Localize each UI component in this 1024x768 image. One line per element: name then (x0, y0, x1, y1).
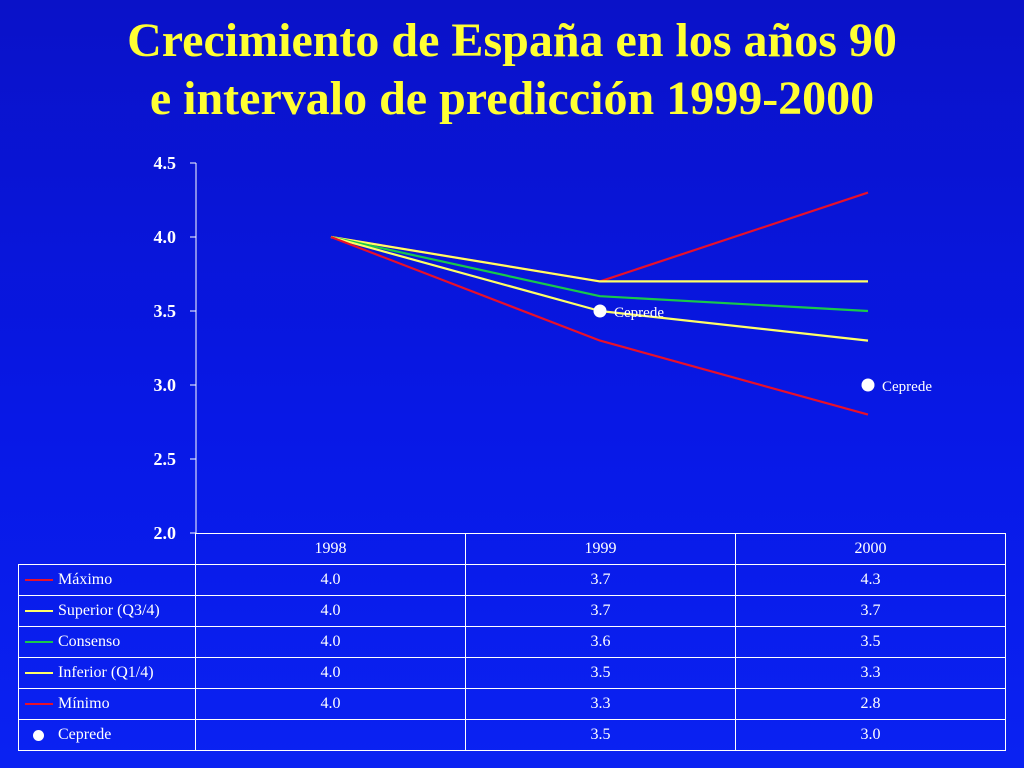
table-cell: 4.0 (195, 595, 466, 627)
column-header: 2000 (735, 533, 1006, 565)
column-header: 1998 (195, 533, 466, 565)
ceprede-point-label: Ceprede (614, 305, 664, 321)
table-cell: 3.7 (735, 595, 1006, 627)
column-header: 1999 (465, 533, 736, 565)
y-tick-label: 2.5 (154, 449, 177, 469)
table-cell: 3.7 (465, 564, 736, 596)
series-line-4 (330, 235, 869, 416)
row-label: Ceprede (18, 719, 196, 751)
table-cell: 3.3 (735, 657, 1006, 689)
data-table: 1998 1999 2000 Máximo 4.0 3.7 4.3 Superior (… (18, 533, 1006, 751)
line-chart: 2.0 2.5 3.0 3.5 4.0 4.5 Ceprede Ceprede (154, 153, 932, 543)
table-cell: 3.5 (735, 626, 1006, 658)
chart-title: Crecimiento de España en los años 90 e i… (0, 12, 1024, 128)
series-line-3 (330, 235, 869, 342)
legend-line-icon (25, 641, 53, 644)
table-row: Máximo 4.0 3.7 4.3 (18, 564, 1006, 596)
y-tick-label: 4.5 (154, 153, 177, 173)
table-row: Mínimo 4.0 3.3 2.8 (18, 688, 1006, 720)
legend-line-icon (25, 703, 53, 706)
ceprede-point (861, 378, 875, 392)
row-label-text: Mínimo (58, 695, 110, 712)
table-row: Superior (Q3/4) 4.0 3.7 3.7 (18, 595, 1006, 627)
table-cell: 3.7 (465, 595, 736, 627)
table-row: Consenso 4.0 3.6 3.5 (18, 626, 1006, 658)
row-label-text: Máximo (58, 571, 113, 588)
table-cell: 3.6 (465, 626, 736, 658)
chart-title-line-2: e intervalo de predicción 1999-2000 (149, 72, 875, 125)
legend-line-icon (25, 672, 53, 675)
table-cell: 4.0 (195, 688, 466, 720)
table-cell: 4.3 (735, 564, 1006, 596)
table-cell (195, 719, 466, 751)
row-label: Superior (Q3/4) (18, 595, 196, 627)
y-tick-label: 2.0 (154, 523, 177, 543)
row-label: Máximo (18, 564, 196, 596)
legend-line-icon (25, 579, 53, 582)
table-row: Inferior (Q1/4) 4.0 3.5 3.3 (18, 657, 1006, 689)
row-label: Inferior (Q1/4) (18, 657, 196, 689)
table-header-row: 1998 1999 2000 (19, 533, 1006, 565)
series-line-2 (330, 235, 869, 313)
chart-title-line-1: Crecimiento de España en los años 90 (127, 14, 897, 67)
table-corner (19, 534, 196, 565)
legend-line-icon (25, 610, 53, 613)
row-label-text: Ceprede (58, 726, 112, 743)
y-tick-label: 4.0 (154, 227, 177, 247)
y-tick-label: 3.0 (154, 375, 177, 395)
table-cell: 4.0 (195, 657, 466, 689)
table-cell: 2.8 (735, 688, 1006, 720)
table-cell: 3.5 (465, 657, 736, 689)
row-label-text: Inferior (Q1/4) (58, 664, 154, 681)
row-label: Mínimo (18, 688, 196, 720)
legend-dot-icon (33, 729, 44, 741)
table-cell: 3.5 (465, 719, 736, 751)
row-label-text: Superior (Q3/4) (58, 602, 160, 619)
series-line-1 (330, 235, 868, 283)
ceprede-point-label: Ceprede (882, 379, 932, 395)
table-cell: 3.3 (465, 688, 736, 720)
y-tick-label: 3.5 (154, 301, 177, 321)
table-cell: 3.0 (735, 719, 1006, 751)
table-cell: 4.0 (195, 626, 466, 658)
table-cell: 4.0 (195, 564, 466, 596)
table-row: Ceprede 3.5 3.0 (18, 719, 1006, 751)
row-label-text: Consenso (58, 633, 121, 650)
ceprede-point (593, 304, 607, 318)
row-label: Consenso (18, 626, 196, 658)
